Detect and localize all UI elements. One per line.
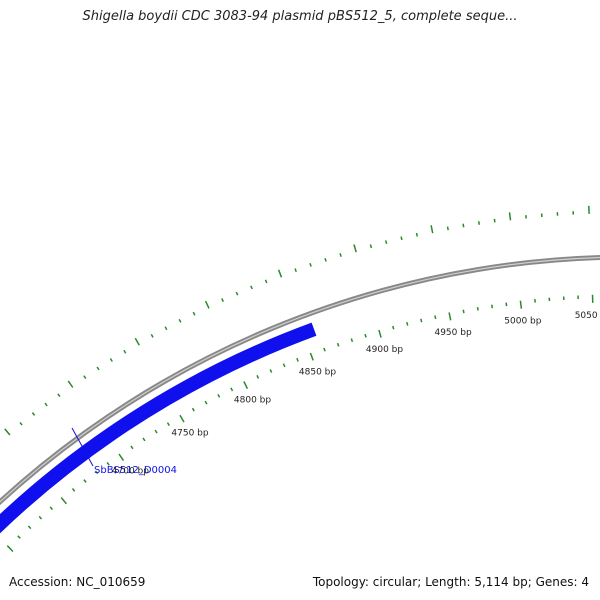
inner-minor-tick — [269, 369, 273, 373]
inner-minor-tick — [191, 407, 195, 412]
inner-minor-tick — [491, 304, 494, 309]
outer-minor-tick — [96, 366, 100, 371]
inner-minor-tick — [49, 506, 53, 511]
inner-minor-tick — [364, 333, 367, 338]
outer-minor-tick — [19, 421, 23, 426]
outer-minor-tick — [57, 393, 61, 398]
inner-minor-tick — [17, 535, 21, 539]
inner-major-tick — [179, 414, 185, 423]
inner-minor-tick — [230, 387, 234, 392]
outer-minor-tick — [462, 223, 465, 228]
inner-minor-tick — [94, 470, 99, 475]
inner-minor-tick — [434, 315, 437, 320]
gene-label[interactable]: SbBS512_D0004 — [94, 465, 177, 476]
inner-minor-tick — [142, 437, 146, 442]
gene-arc-sbbs512-d0004[interactable] — [0, 322, 317, 584]
outer-minor-tick — [150, 333, 154, 338]
accession-text: Accession: NC_010659 — [9, 575, 146, 589]
outer-minor-tick — [178, 318, 182, 323]
inner-minor-tick — [296, 357, 299, 362]
outer-minor-tick — [235, 291, 239, 296]
inner-minor-tick — [166, 422, 170, 426]
outer-major-tick — [204, 300, 210, 309]
inner-minor-tick — [323, 347, 326, 352]
inner-tick-ring — [0, 294, 594, 558]
inner-minor-tick — [505, 302, 508, 307]
inner-minor-tick — [217, 393, 221, 398]
ruler-label: 4900 bp — [366, 345, 403, 355]
inner-minor-tick — [27, 525, 32, 530]
outer-minor-tick — [250, 285, 253, 290]
ruler-label: 4800 bp — [234, 396, 271, 406]
inner-minor-tick — [130, 445, 134, 450]
outer-tick-ring — [4, 205, 590, 436]
outer-major-tick — [353, 244, 357, 253]
ruler-label: 4700 bp — [112, 467, 149, 477]
inner-major-tick — [448, 312, 452, 321]
inner-major-tick — [309, 352, 314, 361]
outer-major-tick — [134, 337, 140, 346]
ruler-label: 4750 bp — [171, 429, 208, 439]
outer-minor-tick — [369, 244, 373, 249]
outer-major-tick — [67, 380, 74, 388]
inner-major-tick — [519, 300, 523, 309]
outer-minor-tick — [109, 358, 113, 362]
inner-minor-tick — [83, 479, 87, 483]
inner-minor-tick — [392, 325, 395, 330]
ruler-labels: 4700 bp 4750 bp 4800 bp 4850 bp 4900 bp 4950 … — [112, 311, 600, 477]
map-title: Shigella boydii CDC 3083-94 plasmid pBS5… — [82, 9, 518, 24]
outer-minor-tick — [384, 240, 388, 244]
topology-summary: Topology: circular; Length: 5,114 bp; Ge… — [312, 575, 589, 589]
inner-minor-tick — [420, 318, 423, 323]
inner-minor-tick — [282, 363, 286, 368]
outer-minor-tick — [83, 375, 87, 380]
outer-minor-tick — [221, 298, 224, 303]
outer-minor-tick — [294, 268, 297, 273]
inner-minor-tick — [350, 338, 354, 343]
outer-minor-tick — [324, 257, 327, 262]
inner-minor-tick — [256, 374, 260, 379]
plasmid-backbone — [0, 255, 600, 506]
inner-minor-tick — [71, 488, 76, 492]
outer-minor-tick — [415, 232, 419, 237]
outer-minor-tick — [44, 402, 48, 407]
outer-minor-tick — [400, 236, 403, 241]
inner-minor-tick — [154, 429, 158, 434]
inner-minor-tick — [38, 515, 43, 520]
gene-label-leader — [71, 427, 94, 467]
ruler-label: 5050 bp — [575, 311, 600, 321]
inner-major-tick — [243, 381, 249, 390]
outer-major-tick — [508, 212, 512, 221]
outer-minor-tick — [339, 253, 342, 257]
inner-minor-tick — [336, 342, 340, 347]
outer-minor-tick — [493, 218, 496, 223]
inner-major-tick — [6, 545, 14, 553]
ruler-label: 5000 bp — [504, 317, 541, 327]
inner-minor-tick — [462, 309, 465, 314]
outer-minor-tick — [446, 226, 449, 231]
outer-minor-tick — [477, 221, 481, 225]
outer-major-tick — [4, 428, 11, 436]
outer-minor-tick — [192, 311, 196, 316]
ruler-label: 4950 bp — [434, 328, 471, 338]
outer-minor-tick — [309, 262, 312, 267]
outer-minor-tick — [164, 326, 168, 331]
ruler-label: 4850 bp — [299, 368, 336, 378]
outer-major-tick — [430, 225, 434, 234]
inner-major-tick — [118, 453, 125, 462]
plasmid-backbone-highlight — [0, 257, 600, 503]
outer-major-tick — [277, 269, 283, 278]
inner-minor-tick — [106, 461, 110, 466]
inner-minor-tick — [406, 322, 409, 326]
inner-major-tick — [60, 497, 67, 505]
outer-minor-tick — [264, 279, 268, 284]
inner-minor-tick — [476, 306, 479, 311]
outer-minor-tick — [123, 349, 127, 354]
inner-major-tick — [378, 329, 382, 338]
inner-minor-tick — [204, 400, 208, 405]
outer-minor-tick — [31, 412, 36, 416]
